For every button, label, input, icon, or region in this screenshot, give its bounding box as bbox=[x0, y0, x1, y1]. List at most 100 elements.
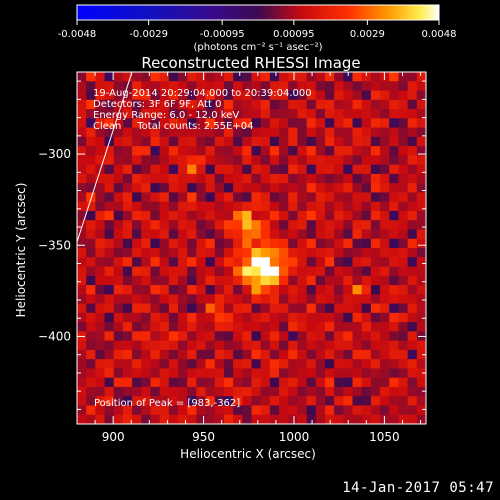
heatmap-cell bbox=[334, 257, 344, 268]
heatmap-cell bbox=[233, 238, 243, 249]
heatmap-cell bbox=[205, 81, 216, 92]
heatmap-cell bbox=[233, 377, 243, 388]
heatmap-cell bbox=[178, 229, 188, 240]
heatmap-cell bbox=[251, 238, 262, 249]
heatmap-cell bbox=[86, 72, 96, 82]
heatmap-cell bbox=[288, 349, 299, 360]
heatmap-cell bbox=[242, 146, 253, 156]
heatmap-cell bbox=[86, 377, 96, 388]
heatmap-cell bbox=[77, 220, 87, 231]
heatmap-cell bbox=[95, 266, 106, 277]
heatmap-cell bbox=[288, 248, 299, 258]
heatmap-cell bbox=[343, 303, 354, 314]
heatmap-cell bbox=[370, 275, 381, 286]
heatmap-cell bbox=[86, 201, 96, 212]
heatmap-cell bbox=[370, 90, 381, 101]
heatmap-cell bbox=[407, 340, 418, 351]
heatmap-cell bbox=[352, 368, 363, 379]
heatmap-cell bbox=[196, 201, 207, 212]
heatmap-cell bbox=[214, 349, 225, 360]
heatmap-cell bbox=[380, 201, 390, 212]
heatmap-cell bbox=[306, 303, 317, 314]
heatmap-cell bbox=[242, 368, 253, 379]
heatmap-cell bbox=[361, 127, 372, 138]
heatmap-cell bbox=[168, 359, 179, 370]
heatmap-cell bbox=[113, 81, 124, 92]
heatmap-cell bbox=[168, 220, 179, 231]
heatmap-cell bbox=[150, 229, 161, 240]
heatmap-cell bbox=[288, 331, 299, 342]
heatmap-cell bbox=[288, 72, 299, 82]
heatmap-cell bbox=[297, 99, 308, 110]
heatmap-cell bbox=[398, 201, 409, 212]
heatmap-cell bbox=[416, 396, 426, 407]
heatmap-cell bbox=[104, 192, 115, 203]
heatmap-cell bbox=[104, 72, 115, 82]
heatmap-cell bbox=[380, 285, 390, 295]
heatmap-cell bbox=[297, 109, 308, 119]
heatmap-cell bbox=[77, 173, 87, 184]
heatmap-cell bbox=[352, 322, 363, 332]
heatmap-cell bbox=[178, 368, 188, 379]
heatmap-cell bbox=[214, 90, 225, 101]
heatmap-cell bbox=[113, 229, 124, 240]
heatmap-cell bbox=[269, 266, 280, 277]
heatmap-cell bbox=[361, 340, 372, 351]
heatmap-cell bbox=[416, 146, 426, 156]
heatmap-cell bbox=[380, 405, 390, 416]
heatmap-cell bbox=[233, 312, 243, 323]
heatmap-cell bbox=[416, 81, 426, 92]
heatmap-cell bbox=[122, 414, 133, 424]
heatmap-cell bbox=[141, 229, 152, 240]
heatmap-cell bbox=[233, 118, 243, 129]
heatmap-cell bbox=[251, 349, 262, 360]
heatmap-cell bbox=[95, 81, 106, 92]
heatmap-cell bbox=[334, 322, 344, 332]
heatmap-cell bbox=[315, 72, 326, 82]
heatmap-cell bbox=[196, 303, 207, 314]
heatmap-cell bbox=[398, 229, 409, 240]
heatmap-cell bbox=[279, 257, 289, 268]
heatmap-cell bbox=[113, 312, 124, 323]
heatmap-cell bbox=[407, 359, 418, 370]
heatmap-cell bbox=[315, 127, 326, 138]
heatmap-cell bbox=[297, 220, 308, 231]
heatmap-cell bbox=[370, 368, 381, 379]
heatmap-cell bbox=[352, 396, 363, 407]
heatmap-cell bbox=[168, 349, 179, 360]
heatmap-cell bbox=[214, 81, 225, 92]
heatmap-cell bbox=[223, 72, 234, 82]
heatmap-cell bbox=[260, 275, 271, 286]
heatmap-cell bbox=[205, 322, 216, 332]
heatmap-cell bbox=[324, 257, 335, 268]
heatmap-cell bbox=[77, 359, 87, 370]
heatmap-cell bbox=[150, 285, 161, 295]
x-tick-label: 950 bbox=[192, 430, 215, 444]
heatmap-cell bbox=[306, 192, 317, 203]
heatmap-cell bbox=[141, 146, 152, 156]
heatmap-cell bbox=[132, 118, 142, 129]
heatmap-cell bbox=[168, 386, 179, 397]
heatmap-cell bbox=[196, 192, 207, 203]
heatmap-cell bbox=[150, 359, 161, 370]
heatmap-cell bbox=[260, 127, 271, 138]
heatmap-cell bbox=[122, 72, 133, 82]
heatmap-cell bbox=[77, 99, 87, 110]
heatmap-cell bbox=[159, 377, 170, 388]
heatmap-cell bbox=[113, 266, 124, 277]
heatmap-cell bbox=[242, 183, 253, 194]
heatmap-cell bbox=[315, 377, 326, 388]
heatmap-cell bbox=[370, 396, 381, 407]
heatmap-cell bbox=[95, 155, 106, 166]
heatmap-cell bbox=[196, 414, 207, 424]
heatmap-cell bbox=[297, 72, 308, 82]
heatmap-cell bbox=[361, 136, 372, 147]
heatmap-cell bbox=[269, 201, 280, 212]
heatmap-cell bbox=[279, 201, 289, 212]
heatmap-cell bbox=[324, 331, 335, 342]
heatmap-cell bbox=[324, 155, 335, 166]
heatmap-cell bbox=[150, 192, 161, 203]
heatmap-cell bbox=[297, 303, 308, 314]
heatmap-cell bbox=[389, 294, 400, 305]
heatmap-cell bbox=[398, 109, 409, 119]
